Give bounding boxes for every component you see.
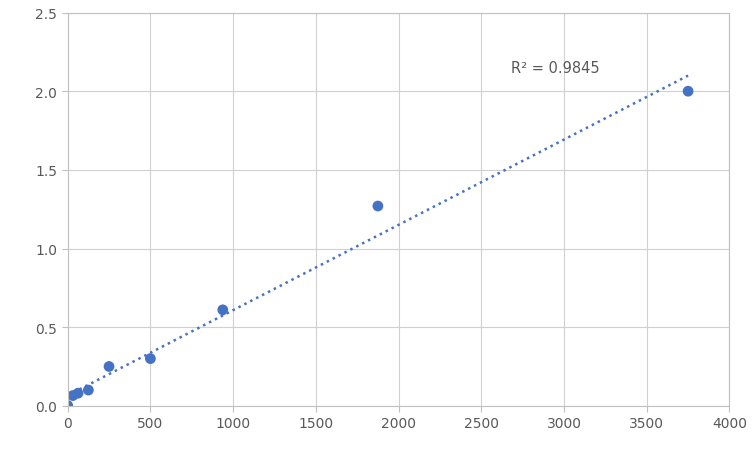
Point bbox=[103, 363, 115, 370]
Point bbox=[682, 88, 694, 96]
Point bbox=[371, 203, 384, 210]
Point bbox=[82, 387, 94, 394]
Point bbox=[144, 355, 156, 363]
Point bbox=[72, 390, 84, 397]
Text: R² = 0.9845: R² = 0.9845 bbox=[511, 61, 599, 76]
Point bbox=[217, 307, 229, 314]
Point bbox=[62, 402, 74, 409]
Point bbox=[67, 392, 79, 399]
